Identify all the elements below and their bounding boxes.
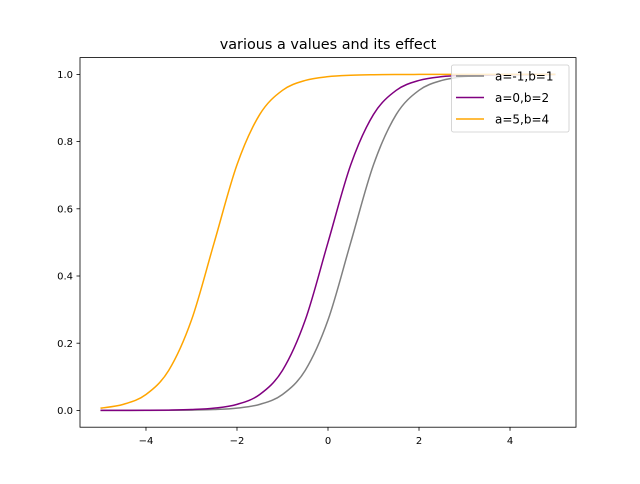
x-axis: −4 −2 0 2 4	[139, 427, 513, 447]
legend-label-0: a=-1,b=1	[495, 70, 554, 84]
x-tick-label: 4	[507, 436, 513, 447]
y-tick-label: 1.0	[57, 70, 73, 81]
y-tick-label: 0.8	[57, 137, 73, 148]
y-tick-label: 0.0	[57, 406, 73, 417]
legend: a=-1,b=1 a=0,b=2 a=5,b=4	[451, 64, 570, 133]
legend-box	[451, 64, 570, 133]
x-tick-label: −4	[139, 436, 154, 447]
y-tick-label: 0.4	[57, 272, 73, 283]
x-tick-label: 0	[325, 436, 331, 447]
chart-title: various a values and its effect	[220, 37, 437, 53]
x-tick-label: −2	[230, 436, 245, 447]
y-tick-label: 0.6	[57, 204, 73, 215]
legend-label-2: a=5,b=4	[495, 113, 549, 127]
y-tick-label: 0.2	[57, 339, 73, 350]
x-tick-label: 2	[416, 436, 422, 447]
y-axis: 0.0 0.2 0.4 0.6 0.8 1.0	[57, 70, 80, 417]
legend-label-1: a=0,b=2	[495, 91, 549, 105]
